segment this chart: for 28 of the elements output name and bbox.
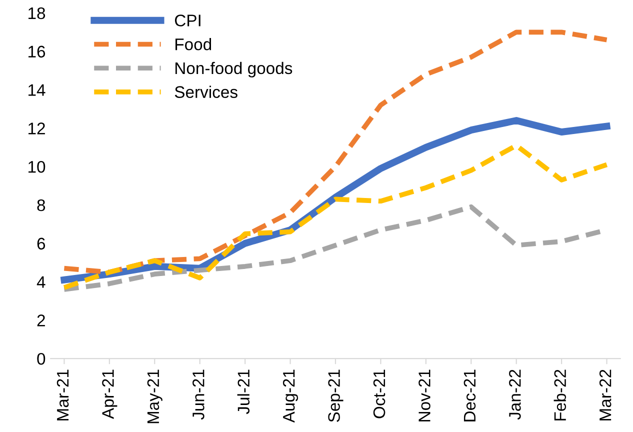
x-tick-label: Mar-21	[56, 370, 69, 420]
x-tick-label: Nov-21	[418, 370, 430, 422]
x-tick-label: Jun-21	[192, 370, 204, 420]
y-tick-label: 0	[37, 352, 46, 365]
y-tick-label: 12	[28, 122, 45, 134]
y-tick-label: 4	[36, 276, 46, 288]
y-tick-label: 18	[28, 7, 46, 20]
x-tick-label: Jul-21	[237, 370, 250, 414]
x-tick-label: Jan-22	[509, 370, 521, 420]
legend-label: Services	[174, 86, 238, 98]
x-tick-label: Aug-21	[282, 370, 298, 423]
x-tick-label: Mar-22	[599, 370, 612, 420]
line-series	[62, 143, 610, 290]
x-tick-label: May-21	[147, 370, 162, 424]
x-tick-label: Oct-21	[373, 370, 386, 418]
y-tick-label: 10	[28, 160, 46, 173]
y-tick-label: 14	[28, 84, 46, 96]
legend-label: Non-food goods	[175, 62, 292, 78]
y-tick-label: 8	[37, 199, 46, 212]
y-tick-label: 16	[28, 46, 46, 58]
x-tick-label: Apr-21	[102, 370, 118, 419]
legend-label: CPI	[174, 14, 200, 26]
x-tick-label: Dec-21	[464, 370, 476, 422]
legend-label: Food	[175, 38, 212, 50]
x-tick-label: Sep-21	[328, 370, 344, 422]
x-tick-label: Feb-22	[554, 370, 566, 420]
y-tick-label: 2	[37, 314, 45, 326]
y-tick-label: 6	[37, 238, 46, 250]
